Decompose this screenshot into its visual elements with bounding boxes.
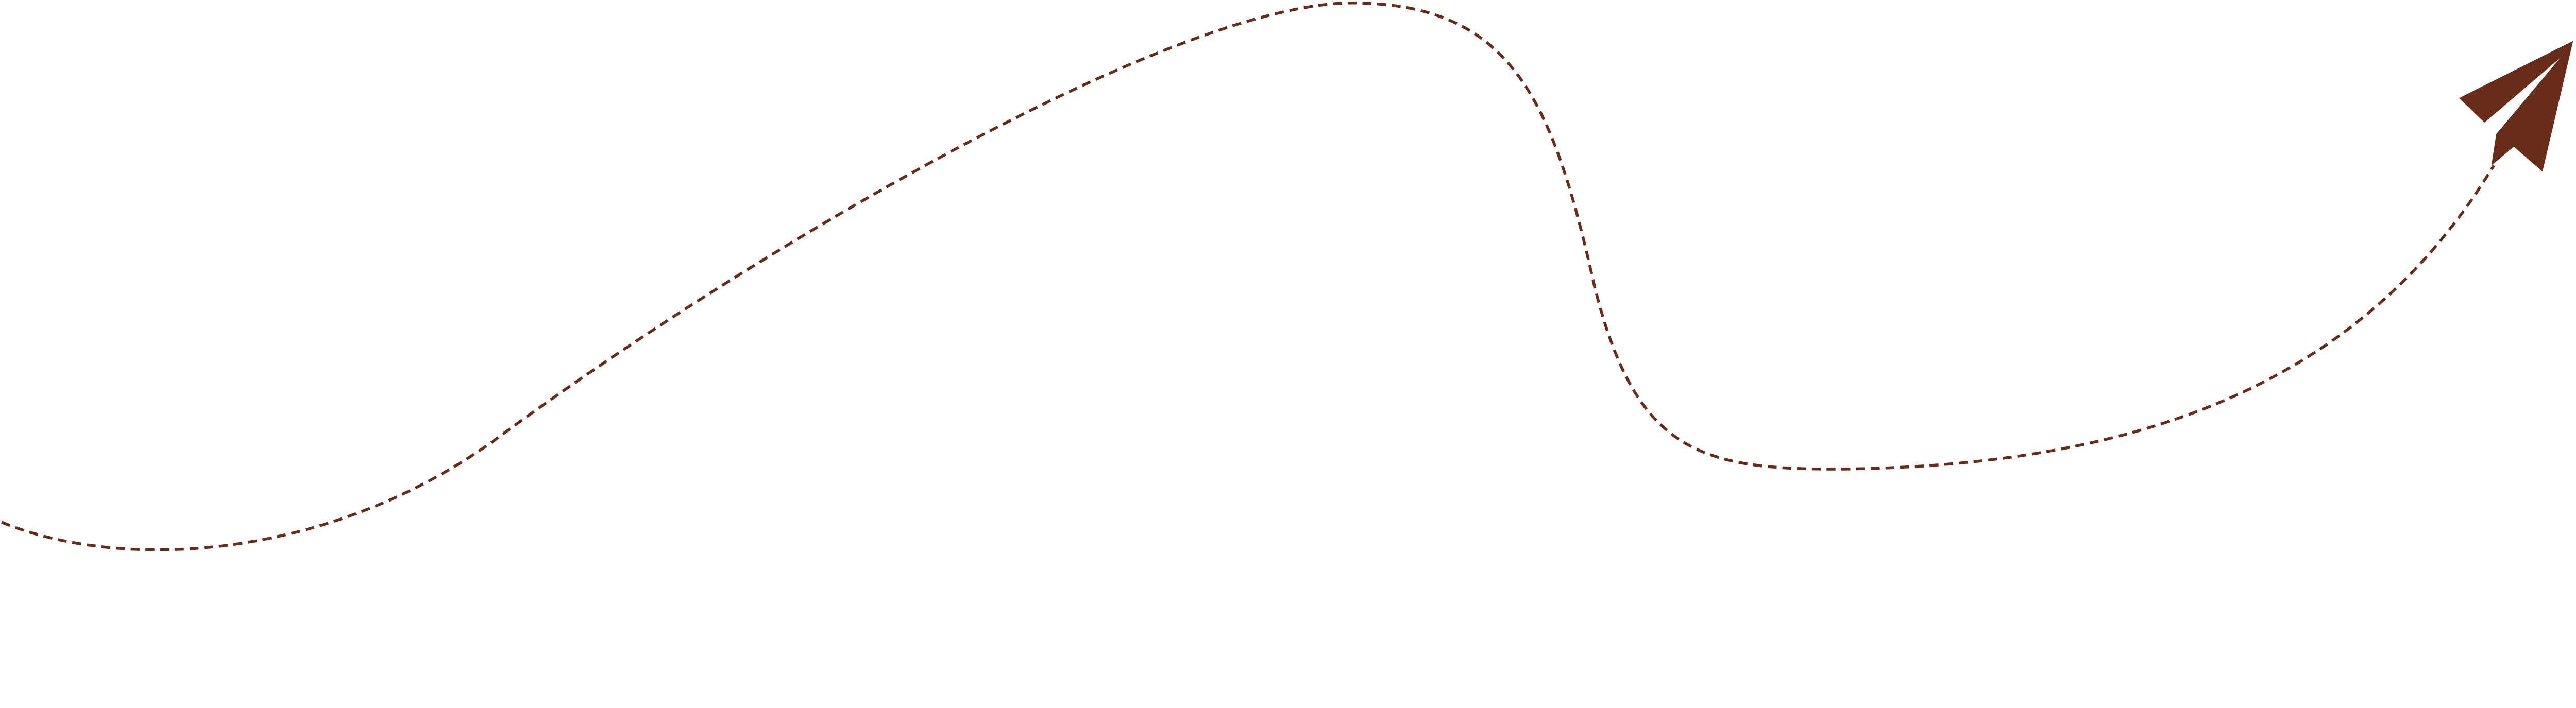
paper-plane-body	[2491, 41, 2573, 172]
paper-plane-left-wing	[2459, 41, 2573, 123]
paper-plane-icon	[2459, 41, 2573, 172]
flight-path-illustration	[1, 1, 2573, 551]
dashed-flight-path	[1, 1, 2495, 551]
